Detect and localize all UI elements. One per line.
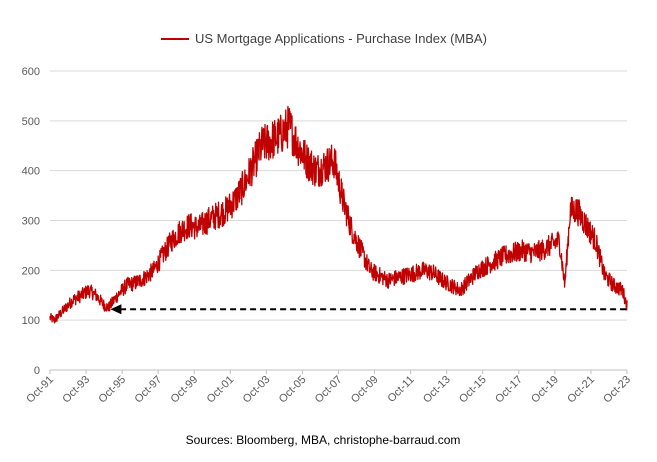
x-axis: Oct-91 Oct-93 Oct-95 Oct-97 Oct-99 Oct-01 Oct-…: [24, 370, 633, 405]
gridlines: [50, 70, 627, 321]
annotation-layer: [110, 304, 627, 315]
x-tick-label: Oct-03: [241, 374, 273, 406]
y-tick-label: 100: [22, 315, 40, 327]
legend-label: US Mortgage Applications - Purchase Inde…: [195, 31, 487, 46]
y-tick-label: 300: [22, 216, 40, 228]
arrow-head: [110, 304, 122, 315]
x-tick-label: Oct-17: [493, 374, 525, 406]
x-tick-label: Oct-13: [421, 374, 453, 406]
x-tick-label: Oct-99: [169, 374, 201, 406]
x-tick-label: Oct-93: [60, 374, 92, 406]
x-tick-label: Oct-97: [132, 374, 164, 406]
x-tick-label: Oct-19: [529, 374, 561, 406]
x-tick-label: Oct-21: [565, 374, 597, 406]
x-tick-label: Oct-15: [457, 374, 489, 406]
x-tick-label: Oct-11: [385, 374, 416, 405]
source-note: Sources: Bloomberg, MBA, christophe-barr…: [186, 433, 461, 447]
x-tick-label: Oct-07: [313, 374, 345, 406]
x-tick-label: Oct-23: [601, 374, 633, 406]
x-tick-label: Oct-91: [24, 374, 56, 406]
y-tick-label: 600: [22, 66, 40, 78]
y-tick-label: 200: [22, 265, 40, 277]
y-axis: 0 100 200 300 400 500 600: [22, 66, 40, 377]
y-tick-label: 0: [34, 365, 40, 377]
series-line: [49, 105, 628, 324]
x-tick-label: Oct-95: [96, 374, 128, 406]
series-layer: [49, 105, 628, 324]
x-tick-label: Oct-09: [349, 374, 381, 406]
y-tick-label: 500: [22, 116, 40, 128]
x-tick-label: Oct-05: [277, 374, 309, 406]
x-tick-label: Oct-01: [205, 374, 237, 406]
y-tick-label: 400: [22, 166, 40, 178]
legend: US Mortgage Applications - Purchase Inde…: [161, 31, 487, 46]
